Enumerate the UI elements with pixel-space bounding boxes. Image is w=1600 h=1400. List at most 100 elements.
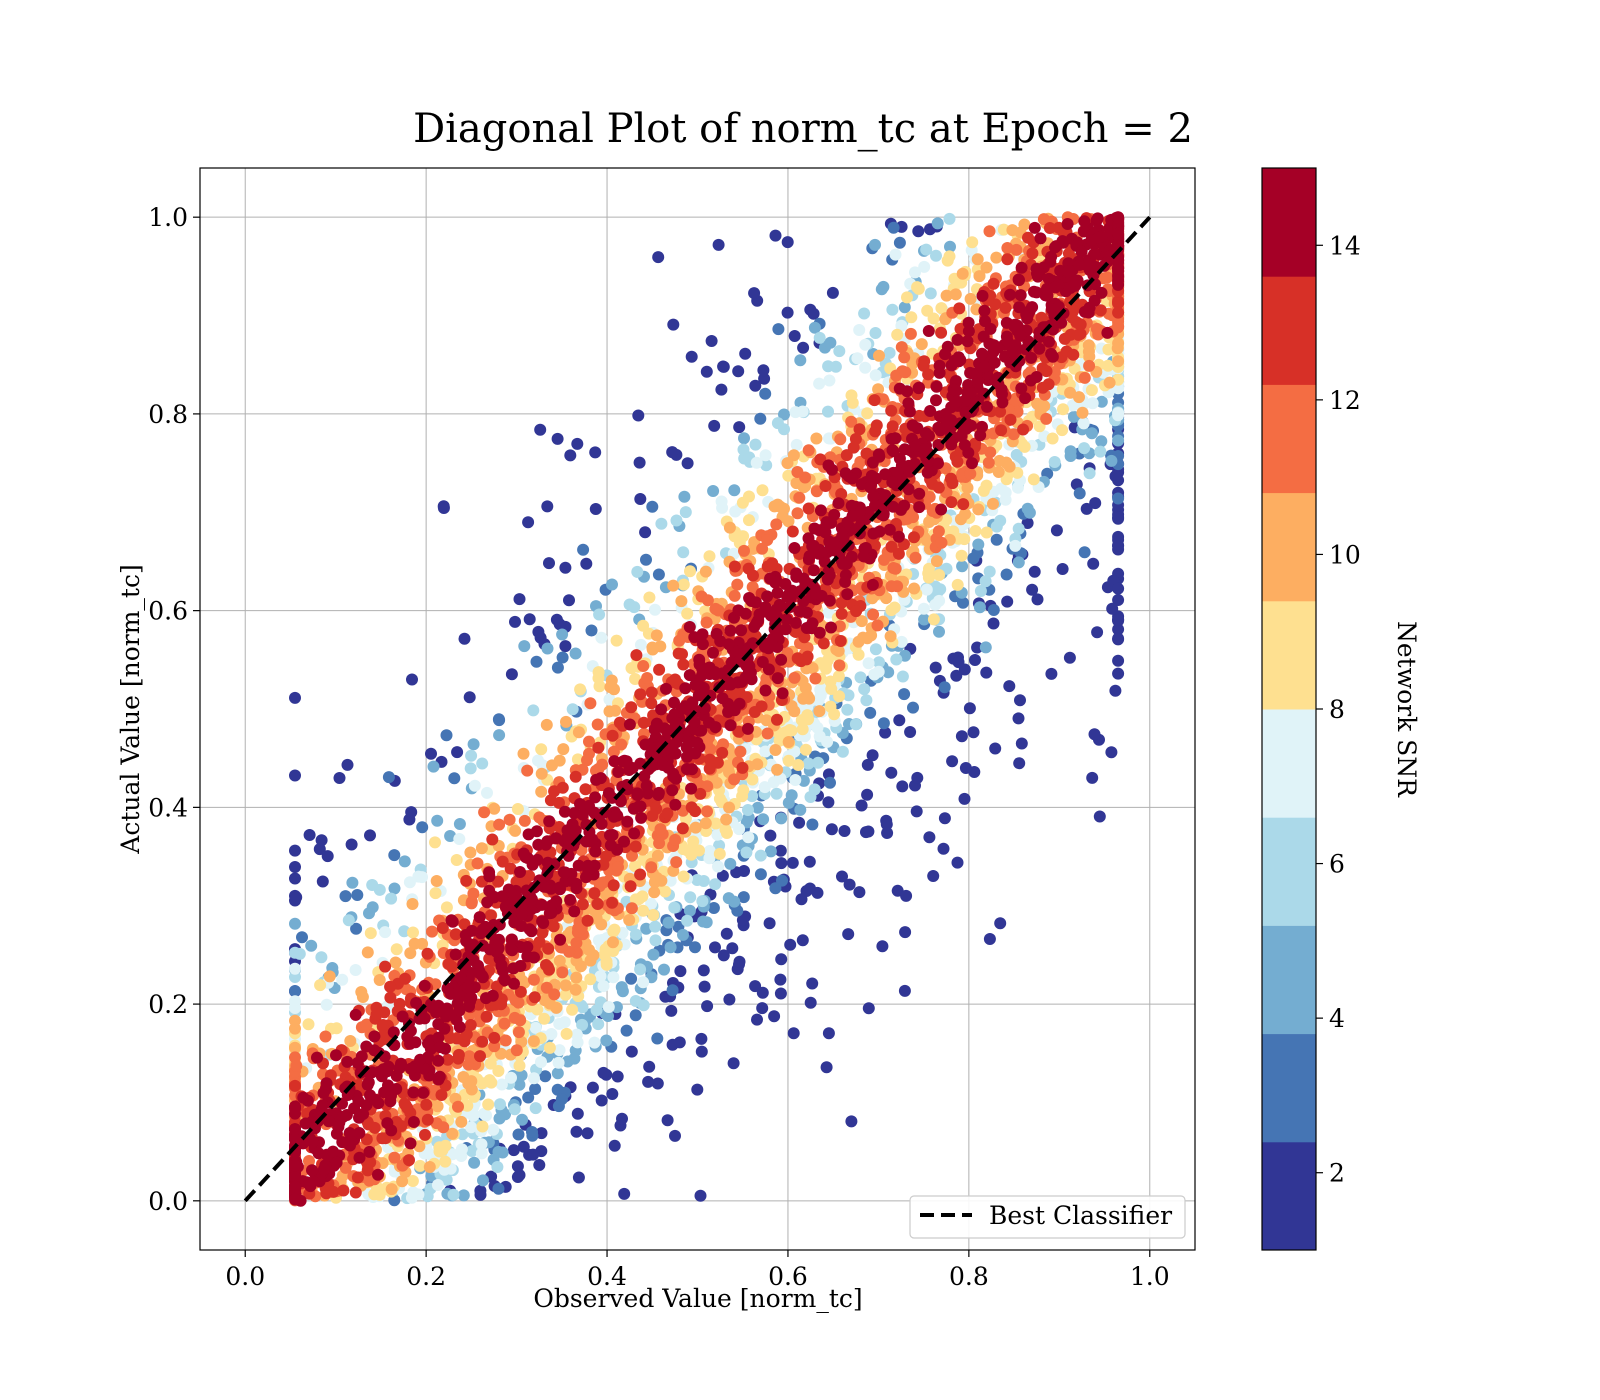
scatter-point	[403, 876, 416, 889]
scatter-point	[431, 814, 444, 827]
scatter-point	[289, 769, 301, 782]
scatter-point	[788, 542, 801, 554]
scatter-point	[1052, 300, 1065, 313]
scatter-point	[716, 869, 729, 882]
scatter-point	[987, 617, 1000, 630]
scatter-point	[356, 991, 369, 1003]
scatter-point	[455, 1115, 468, 1128]
scatter-point	[649, 920, 662, 933]
scatter-point	[893, 382, 906, 395]
scatter-point	[969, 654, 981, 666]
scatter-point	[964, 292, 977, 305]
scatter-point	[699, 565, 712, 578]
scatter-point	[748, 287, 761, 300]
scatter-point	[709, 721, 722, 734]
scatter-point	[798, 631, 811, 644]
scatter-point	[853, 324, 866, 336]
scatter-point	[1101, 326, 1114, 339]
scatter-point	[742, 831, 755, 844]
scatter-point	[990, 251, 1003, 264]
scatter-point	[969, 525, 982, 537]
scatter-point	[896, 670, 909, 683]
scatter-point	[289, 917, 301, 930]
scatter-point	[580, 835, 593, 848]
scatter-point	[625, 1045, 638, 1058]
scatter-point	[315, 834, 328, 847]
scatter-point	[1112, 623, 1125, 636]
scatter-point	[426, 925, 438, 938]
scatter-point	[421, 1113, 434, 1126]
scatter-point	[761, 590, 774, 603]
scatter-point	[382, 771, 395, 784]
scatter-point	[505, 668, 518, 681]
scatter-point	[841, 703, 854, 716]
scatter-point	[1058, 332, 1071, 345]
scatter-point	[527, 1148, 540, 1161]
scatter-point	[361, 1164, 374, 1177]
scatter-point	[895, 319, 908, 332]
scatter-point	[824, 700, 837, 713]
scatter-point	[407, 1086, 420, 1099]
scatter-point	[412, 870, 425, 883]
scatter-point	[930, 555, 943, 568]
scatter-point	[473, 911, 486, 924]
scatter-point	[778, 423, 790, 436]
scatter-point	[845, 415, 858, 428]
scatter-point	[980, 261, 993, 274]
scatter-point	[921, 466, 934, 479]
scatter-point	[694, 1189, 707, 1202]
scatter-point	[812, 756, 825, 769]
scatter-point	[330, 1022, 343, 1035]
scatter-point	[363, 907, 375, 920]
scatter-point	[541, 835, 554, 848]
scatter-point	[384, 1095, 397, 1108]
scatter-point	[557, 743, 570, 756]
scatter-point	[778, 408, 790, 421]
scatter-point	[478, 1107, 491, 1120]
scatter-point	[1112, 539, 1125, 552]
scatter-point	[868, 394, 881, 407]
scatter-point	[983, 565, 996, 578]
scatter-point	[468, 779, 481, 792]
scatter-point	[630, 649, 643, 662]
scatter-point	[414, 1159, 426, 1172]
scatter-point	[1094, 445, 1107, 458]
scatter-point	[852, 635, 865, 648]
scatter-point	[1103, 376, 1116, 389]
scatter-point	[917, 359, 930, 372]
scatter-point	[776, 687, 789, 700]
scatter-point	[859, 338, 872, 351]
scatter-point	[1009, 318, 1022, 331]
scatter-point	[806, 617, 819, 630]
scatter-point	[299, 1117, 312, 1130]
scatter-point	[344, 1035, 357, 1047]
scatter-point	[979, 641, 992, 654]
scatter-point	[967, 552, 980, 565]
scatter-point	[1044, 255, 1057, 268]
scatter-point	[771, 672, 784, 685]
scatter-point	[999, 493, 1012, 506]
scatter-point	[1089, 497, 1102, 510]
scatter-point	[724, 719, 737, 732]
scatter-point	[1112, 632, 1125, 645]
scatter-point	[607, 971, 620, 984]
scatter-point	[930, 394, 942, 407]
scatter-point	[786, 856, 799, 869]
scatter-point	[320, 1077, 333, 1090]
scatter-point	[754, 849, 767, 862]
scatter-point	[759, 684, 772, 697]
scatter-point	[1048, 456, 1061, 468]
scatter-point	[535, 898, 548, 911]
scatter-point	[653, 837, 666, 850]
scatter-point	[289, 1014, 301, 1027]
scatter-point	[1013, 757, 1026, 770]
scatter-point	[376, 1132, 389, 1145]
scatter-point	[979, 315, 991, 328]
scatter-point	[474, 1188, 487, 1201]
scatter-point	[700, 616, 713, 629]
scatter-point	[759, 449, 772, 462]
scatter-point	[813, 331, 826, 344]
scatter-point	[667, 770, 680, 783]
scatter-point	[530, 655, 543, 668]
scatter-point	[726, 942, 739, 955]
